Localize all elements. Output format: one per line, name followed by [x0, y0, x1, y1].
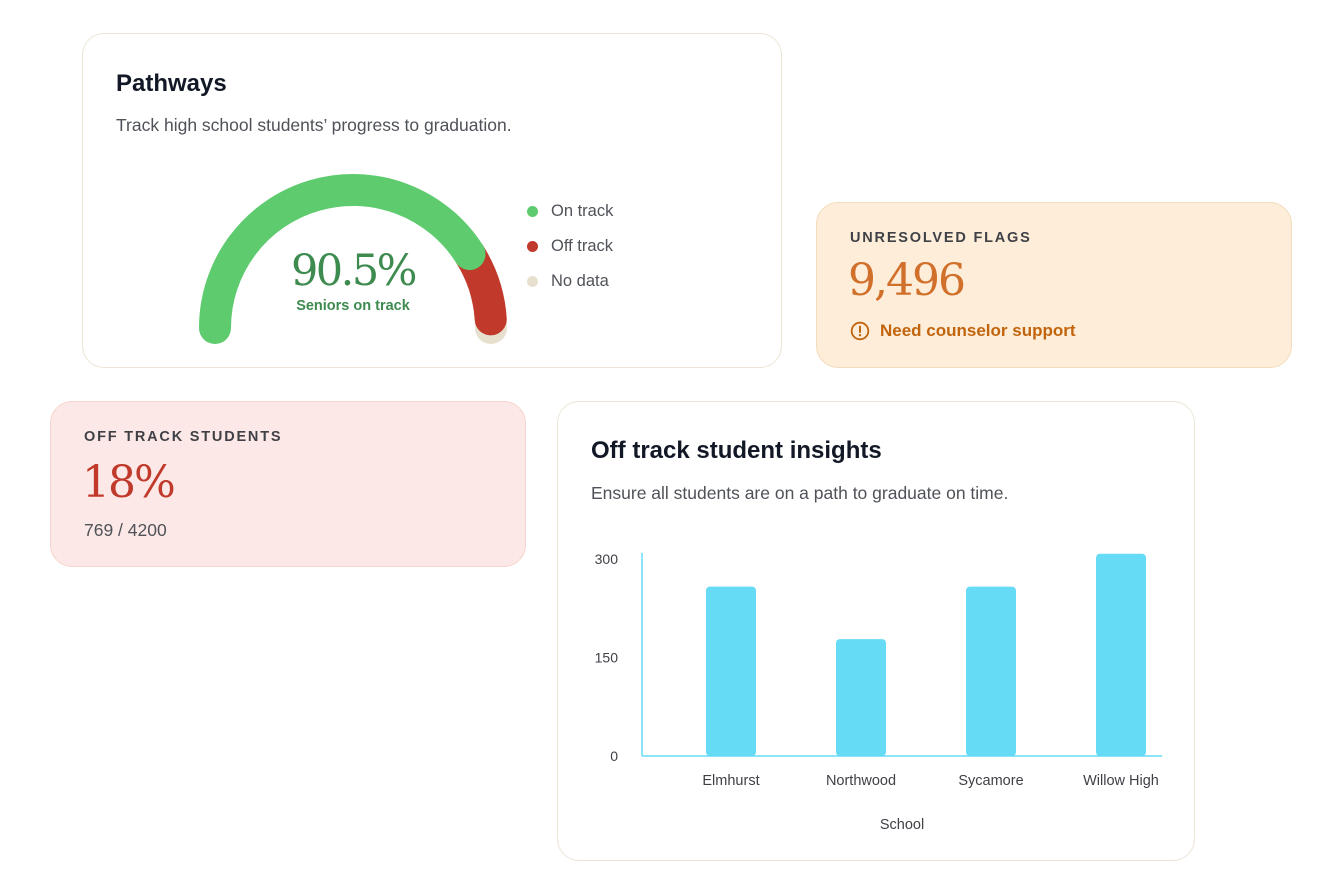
offtrack-value: 18%: [82, 457, 176, 508]
pathways-gauge: [199, 174, 507, 344]
offtrack-detail: 769 / 4200: [84, 520, 167, 540]
legend-item-on-track: On track: [527, 202, 613, 221]
legend-item-off-track: Off track: [527, 237, 613, 256]
bar-elmhurst: [706, 586, 756, 756]
gauge-caption: Seniors on track: [296, 298, 410, 314]
bar-sycamore: [966, 586, 1016, 756]
legend-label: On track: [551, 202, 614, 220]
x-tick-label: Sycamore: [958, 773, 1023, 789]
insights-bar-chart: 0 150 300 Elmhurst Northwood Sycamore Willow H…: [595, 551, 1162, 833]
legend-label: Off track: [551, 237, 614, 255]
offtrack-kicker: OFF TRACK STUDENTS: [84, 429, 283, 445]
gauge-value: 90.5%: [290, 246, 418, 296]
y-tick-label: 0: [610, 748, 618, 764]
x-tick-label: Northwood: [826, 773, 896, 789]
pathways-card: Pathways Track high school students’ pro…: [82, 33, 782, 368]
legend-dot: [527, 206, 538, 217]
legend-label: No data: [551, 272, 609, 290]
flags-note-text: Need counselor support: [880, 321, 1076, 340]
legend-dot: [527, 241, 538, 252]
x-axis-label: School: [880, 817, 924, 833]
flags-kicker: UNRESOLVED FLAGS: [850, 230, 1032, 246]
y-tick-label: 150: [595, 650, 619, 666]
x-tick-label: Willow High: [1083, 773, 1159, 789]
off-track-insights-card: Off track student insights Ensure all st…: [557, 401, 1195, 861]
x-tick-label: Elmhurst: [702, 773, 759, 789]
legend-dot: [527, 276, 538, 287]
insights-title: Off track student insights: [591, 437, 882, 464]
y-tick-label: 300: [595, 551, 619, 567]
gauge-on-track-arc: [199, 174, 486, 344]
flags-note: Need counselor support: [850, 321, 1076, 341]
alert-circle-icon: [850, 321, 870, 341]
flags-value: 9,496: [848, 255, 966, 306]
legend-item-no-data: No data: [527, 272, 609, 291]
insights-subtitle: Ensure all students are on a path to gra…: [591, 483, 1009, 503]
bar-willow-high: [1096, 553, 1146, 756]
bar-northwood: [836, 639, 886, 756]
pathways-title: Pathways: [116, 70, 227, 97]
unresolved-flags-card: UNRESOLVED FLAGS 9,496 Need counselor su…: [816, 202, 1292, 368]
off-track-students-card: OFF TRACK STUDENTS 18% 769 / 4200: [50, 401, 526, 567]
pathways-subtitle: Track high school students’ progress to …: [116, 115, 512, 135]
